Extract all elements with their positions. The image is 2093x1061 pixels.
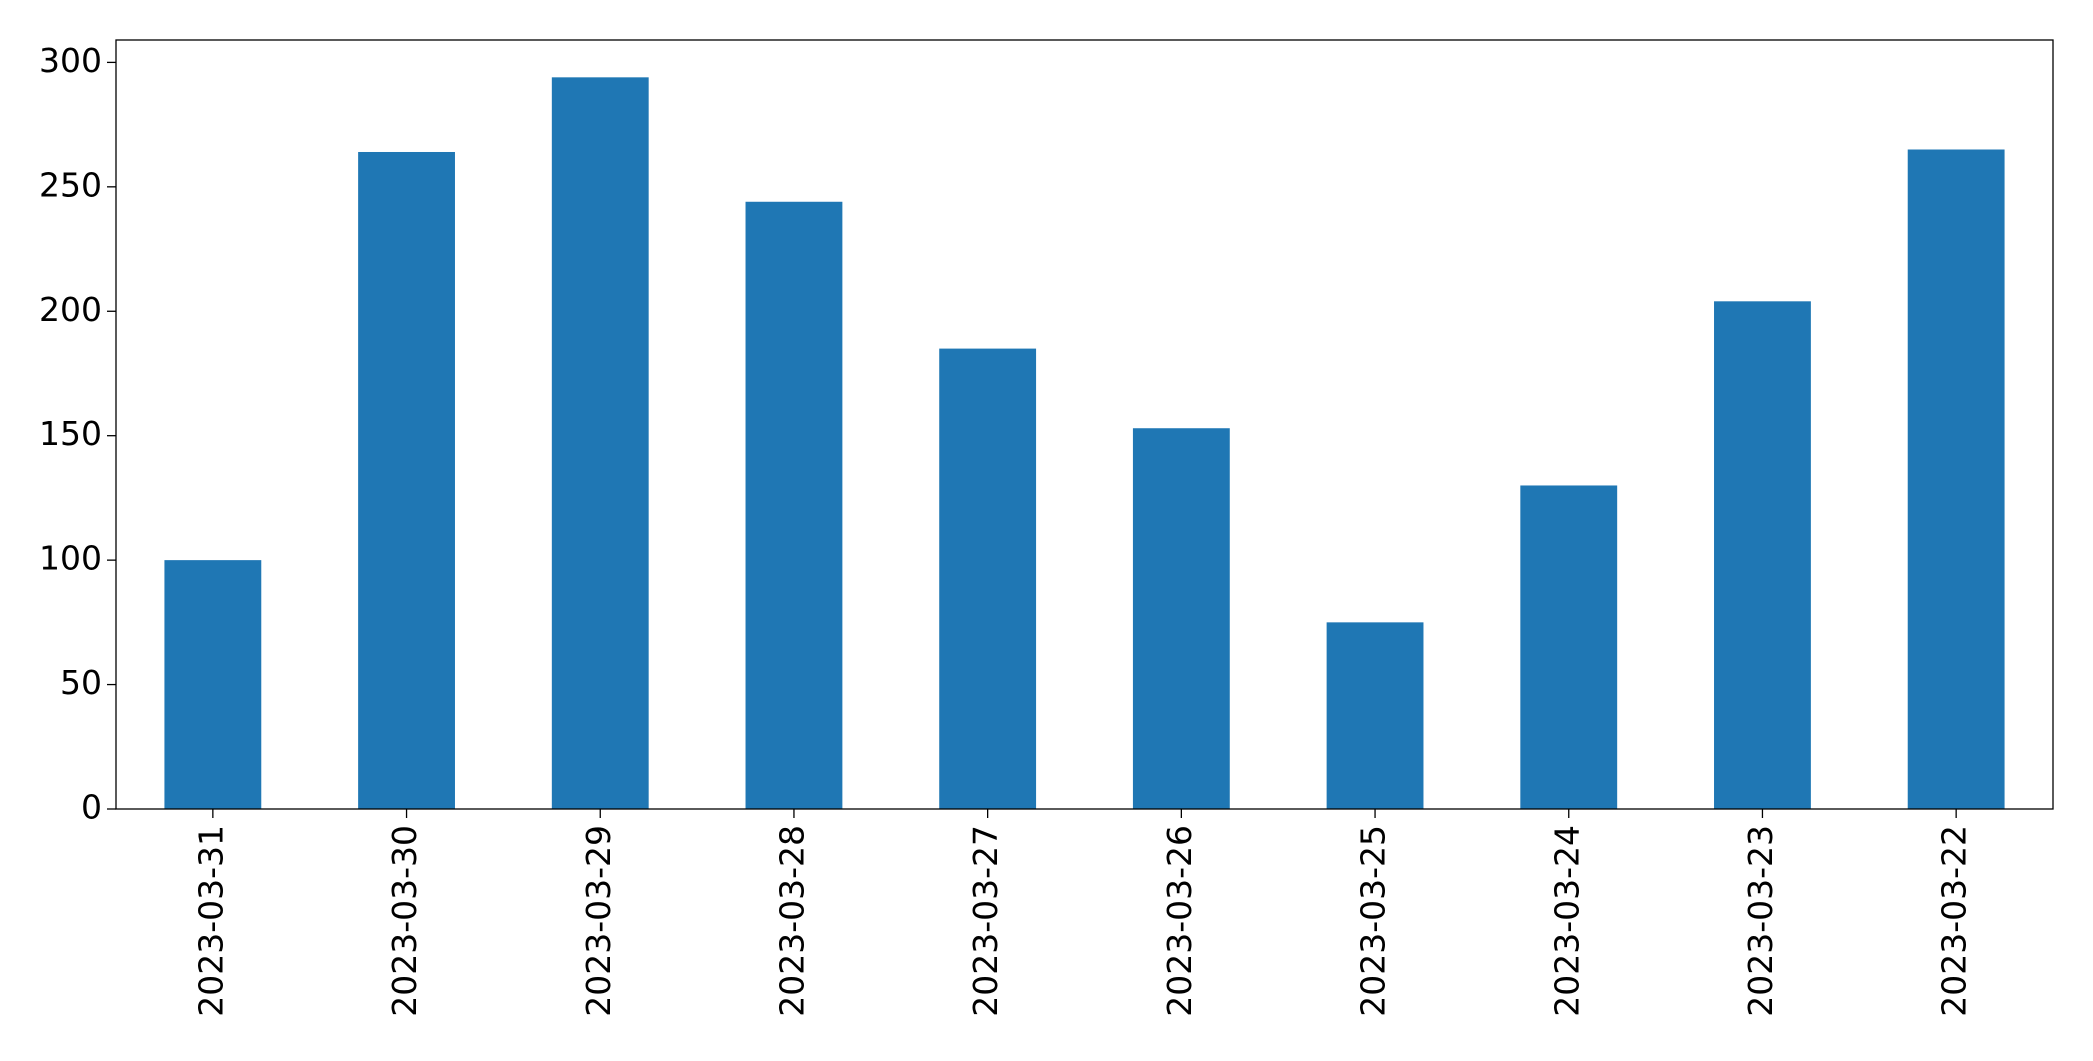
x-tick-label: 2023-03-26 [1160, 825, 1199, 1017]
bar [1326, 622, 1424, 809]
x-tick-label: 2023-03-27 [966, 825, 1005, 1017]
bar [164, 560, 262, 809]
y-tick-label: 50 [60, 663, 102, 702]
x-tick-label: 2023-03-25 [1354, 825, 1393, 1017]
y-tick-label: 0 [81, 788, 102, 827]
y-tick-label: 250 [39, 165, 102, 204]
y-tick-label: 200 [39, 290, 102, 329]
x-tick-label: 2023-03-23 [1741, 825, 1780, 1017]
x-tick-label: 2023-03-24 [1547, 825, 1586, 1017]
x-tick-label: 2023-03-22 [1935, 825, 1974, 1017]
bar [1907, 149, 2005, 810]
bar [1714, 301, 1811, 809]
x-tick-label: 2023-03-31 [191, 825, 230, 1017]
y-tick-label: 150 [39, 414, 102, 453]
bar [1132, 428, 1230, 809]
bar [358, 151, 455, 809]
bar [745, 201, 843, 810]
x-tick-label: 2023-03-28 [772, 825, 811, 1017]
bar [551, 77, 649, 810]
y-tick-label: 100 [39, 539, 102, 578]
x-tick-label: 2023-03-30 [385, 825, 424, 1017]
y-tick-label: 300 [39, 41, 102, 80]
bar [1520, 485, 1618, 809]
plot-frame [115, 39, 2054, 810]
x-tick-label: 2023-03-29 [579, 825, 618, 1017]
bar [939, 348, 1037, 809]
